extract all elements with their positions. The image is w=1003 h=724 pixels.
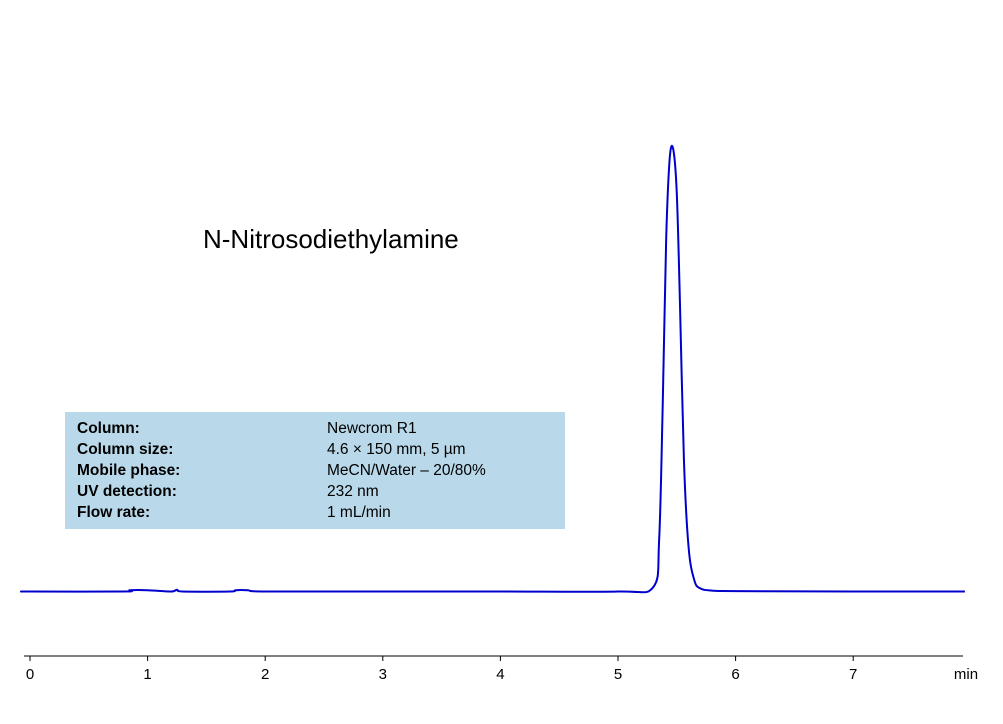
x-axis-unit-label: min: [954, 666, 978, 683]
condition-label: Mobile phase:: [77, 462, 181, 479]
condition-label: Column size:: [77, 441, 174, 458]
x-tick-label: 3: [379, 666, 387, 683]
trace-layer: [20, 144, 965, 594]
condition-label: UV detection:: [77, 483, 177, 500]
x-axis: 0 1 2 3 4 5 6 7 min: [24, 655, 978, 683]
x-tick-label: 0: [26, 666, 34, 683]
condition-value: Newcrom R1: [327, 420, 417, 437]
x-tick-label: 5: [614, 666, 622, 683]
condition-label: Flow rate:: [77, 504, 151, 521]
x-tick-label: 6: [731, 666, 739, 683]
x-tick-label: 1: [143, 666, 151, 683]
condition-value: 1 mL/min: [327, 504, 391, 521]
chromatogram-trace: [20, 144, 965, 594]
x-tick-label: 7: [849, 666, 857, 683]
condition-label: Column:: [77, 420, 140, 437]
x-tick-label: 4: [496, 666, 504, 683]
conditions-box: Column: Newcrom R1 Column size: 4.6 × 15…: [65, 412, 565, 529]
compound-title: N-Nitrosodiethylamine: [203, 224, 459, 254]
condition-value: MeCN/Water – 20/80%: [327, 462, 486, 479]
condition-value: 4.6 × 150 mm, 5 µm: [327, 441, 466, 458]
condition-value: 232 nm: [327, 483, 379, 500]
x-tick-label: 2: [261, 666, 269, 683]
